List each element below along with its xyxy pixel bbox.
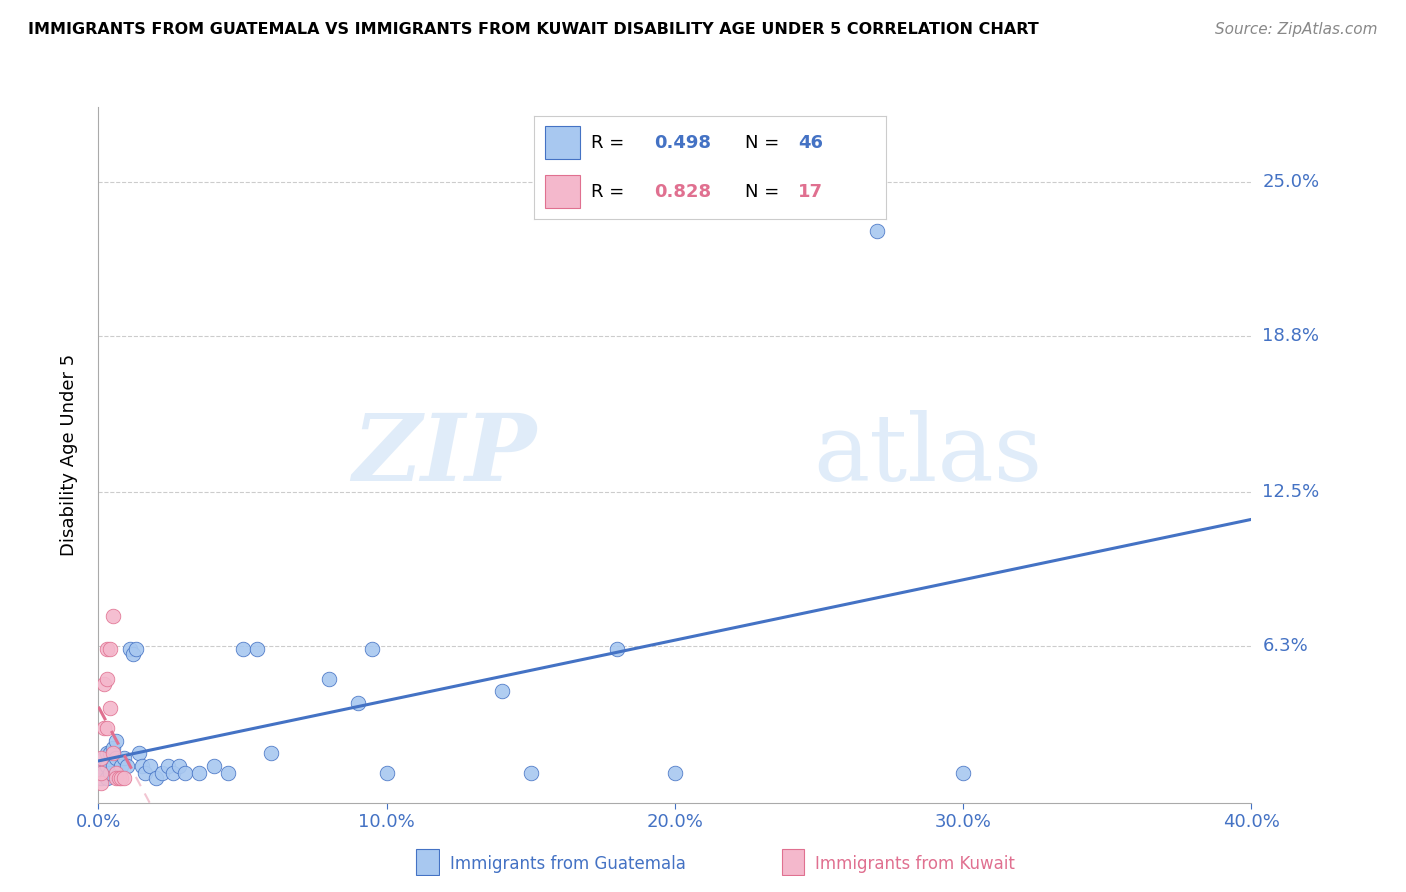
Point xyxy=(96,758,118,772)
Point xyxy=(375,766,398,780)
Point xyxy=(167,758,190,772)
Point xyxy=(104,751,127,765)
Text: N =: N = xyxy=(745,134,785,152)
Text: 0.828: 0.828 xyxy=(654,183,711,201)
Point xyxy=(90,751,112,765)
Point xyxy=(112,751,135,765)
Point xyxy=(90,771,112,785)
Point xyxy=(93,676,115,690)
Point xyxy=(90,776,112,790)
Point xyxy=(866,224,889,238)
Point xyxy=(96,771,118,785)
Point xyxy=(104,766,127,780)
Point xyxy=(491,684,513,698)
Text: IMMIGRANTS FROM GUATEMALA VS IMMIGRANTS FROM KUWAIT DISABILITY AGE UNDER 5 CORRE: IMMIGRANTS FROM GUATEMALA VS IMMIGRANTS … xyxy=(28,22,1039,37)
Point xyxy=(96,746,118,760)
Text: 18.8%: 18.8% xyxy=(1263,326,1319,344)
Point xyxy=(217,766,239,780)
Point xyxy=(96,672,118,686)
Text: Source: ZipAtlas.com: Source: ZipAtlas.com xyxy=(1215,22,1378,37)
Point xyxy=(246,641,269,656)
Text: 6.3%: 6.3% xyxy=(1263,637,1308,656)
Point xyxy=(156,758,179,772)
Point xyxy=(134,766,156,780)
Point xyxy=(110,758,132,772)
Point xyxy=(145,771,167,785)
Point xyxy=(125,641,148,656)
Point xyxy=(107,771,129,785)
Point xyxy=(664,766,686,780)
Point xyxy=(107,766,129,780)
Point xyxy=(606,641,628,656)
Point xyxy=(952,766,974,780)
Text: 25.0%: 25.0% xyxy=(1263,172,1320,191)
Point xyxy=(101,741,124,756)
Text: Immigrants from Kuwait: Immigrants from Kuwait xyxy=(815,855,1015,873)
Point xyxy=(202,758,225,772)
Point xyxy=(120,641,142,656)
Point xyxy=(104,733,127,747)
Text: R =: R = xyxy=(591,134,630,152)
Y-axis label: Disability Age Under 5: Disability Age Under 5 xyxy=(59,354,77,556)
Point xyxy=(318,672,340,686)
Text: 46: 46 xyxy=(799,134,823,152)
Point xyxy=(139,758,162,772)
Point xyxy=(101,609,124,624)
Text: 0.498: 0.498 xyxy=(654,134,711,152)
Text: ZIP: ZIP xyxy=(353,410,537,500)
Text: N =: N = xyxy=(745,183,785,201)
Point xyxy=(346,697,368,711)
Text: 12.5%: 12.5% xyxy=(1263,483,1320,501)
Point xyxy=(112,771,135,785)
Point xyxy=(104,771,127,785)
Point xyxy=(93,766,115,780)
Text: Immigrants from Guatemala: Immigrants from Guatemala xyxy=(450,855,686,873)
Point xyxy=(131,758,153,772)
Point xyxy=(93,751,115,765)
Point xyxy=(98,746,121,760)
Point xyxy=(122,647,145,661)
Point xyxy=(90,766,112,780)
Point xyxy=(150,766,173,780)
Text: R =: R = xyxy=(591,183,630,201)
Point xyxy=(260,746,283,760)
Point xyxy=(90,758,112,772)
Point xyxy=(101,746,124,760)
Point xyxy=(128,746,150,760)
Bar xyxy=(544,176,579,208)
Point xyxy=(117,758,138,772)
Point xyxy=(174,766,197,780)
Point xyxy=(93,721,115,735)
Point xyxy=(101,758,124,772)
Point xyxy=(520,766,543,780)
Text: atlas: atlas xyxy=(813,410,1042,500)
Point xyxy=(110,771,132,785)
Bar xyxy=(544,126,579,159)
Point xyxy=(98,641,121,656)
Text: 17: 17 xyxy=(799,183,823,201)
Point xyxy=(96,641,118,656)
Point xyxy=(231,641,254,656)
Point xyxy=(98,766,121,780)
Point xyxy=(98,701,121,715)
Point xyxy=(96,721,118,735)
Point xyxy=(188,766,211,780)
Point xyxy=(162,766,184,780)
Point xyxy=(361,641,384,656)
